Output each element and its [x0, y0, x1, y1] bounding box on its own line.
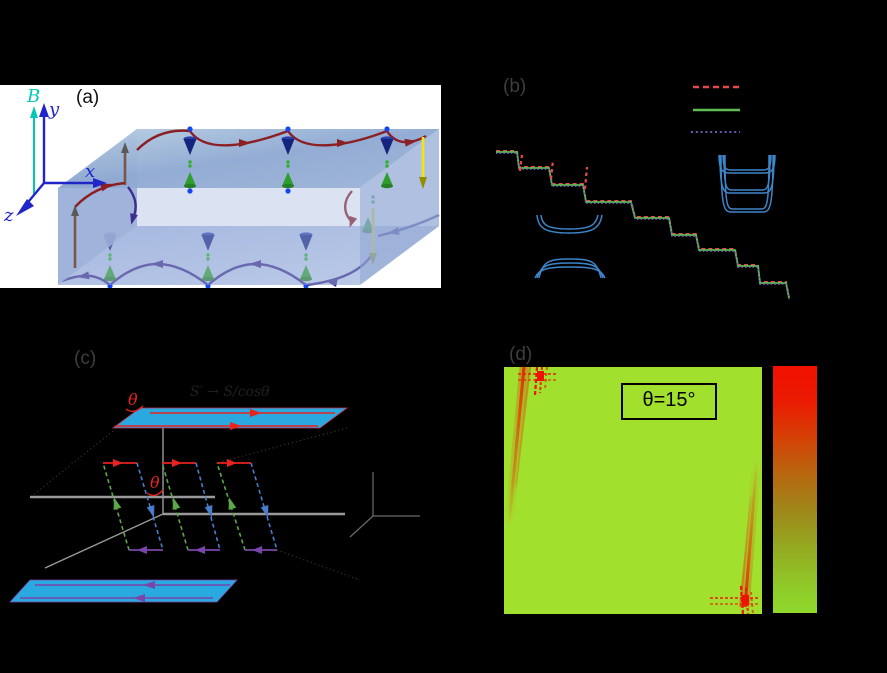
- panel-d-label: (d): [509, 344, 533, 365]
- panel-d-heatmap: θ=15°: [504, 366, 762, 615]
- right-edge-streak: [739, 458, 762, 608]
- axis-label-x: x: [85, 161, 95, 182]
- top-surface-currents: [136, 129, 427, 151]
- staircase-curves: [496, 149, 790, 300]
- construction-lines: [30, 408, 361, 581]
- bottom-right-hotspot: [710, 585, 760, 615]
- top-spin-cones: [183, 126, 394, 194]
- left-side-currents: [71, 142, 138, 268]
- theta-annotation-box: θ=15°: [621, 383, 717, 420]
- current-loops: [102, 459, 278, 554]
- blue-band-curves: [534, 154, 776, 279]
- heatmap-streaks: [504, 366, 762, 615]
- right-side-current-upper: [419, 137, 427, 189]
- theta-mid-label: θ: [150, 473, 160, 492]
- theta-mid-annotation: θ: [146, 473, 164, 497]
- panel-a-label: (a): [76, 87, 99, 108]
- top-slab: [111, 407, 349, 430]
- axis-label-B: B: [26, 86, 40, 107]
- mini-axes: [349, 472, 420, 538]
- left-edge-streak: [504, 366, 531, 526]
- coordinate-axes: B y x z: [3, 86, 107, 226]
- axis-label-y: y: [48, 99, 60, 120]
- panel-c: (c) S′ → S/cosθ θ: [9, 348, 420, 603]
- panel-b: (b): [496, 76, 790, 300]
- red-transition-spikes: [518, 154, 589, 190]
- colorbar: [773, 366, 817, 613]
- axis-label-z: z: [3, 205, 14, 226]
- top-left-hotspot: [518, 366, 556, 396]
- panel-b-legend: [691, 85, 740, 133]
- bottom-slab: [9, 579, 238, 603]
- panel-a: B y x z (a): [0, 85, 441, 289]
- panel-b-label: (b): [503, 76, 526, 97]
- theta-top-label: θ: [128, 390, 138, 409]
- panel-c-equation: S′ → S/cosθ: [190, 384, 270, 400]
- slab-right-face: [360, 129, 439, 285]
- bottom-spin-cones: [103, 232, 313, 289]
- slab-front-face: [58, 188, 360, 285]
- panel-a-drawing: B y x z (a): [3, 86, 440, 289]
- panel-c-label: (c): [74, 348, 96, 369]
- slab-bottom-face: [58, 226, 439, 285]
- theta-top-annotation: θ: [125, 390, 144, 413]
- theta-annotation-text: θ=15°: [642, 389, 696, 411]
